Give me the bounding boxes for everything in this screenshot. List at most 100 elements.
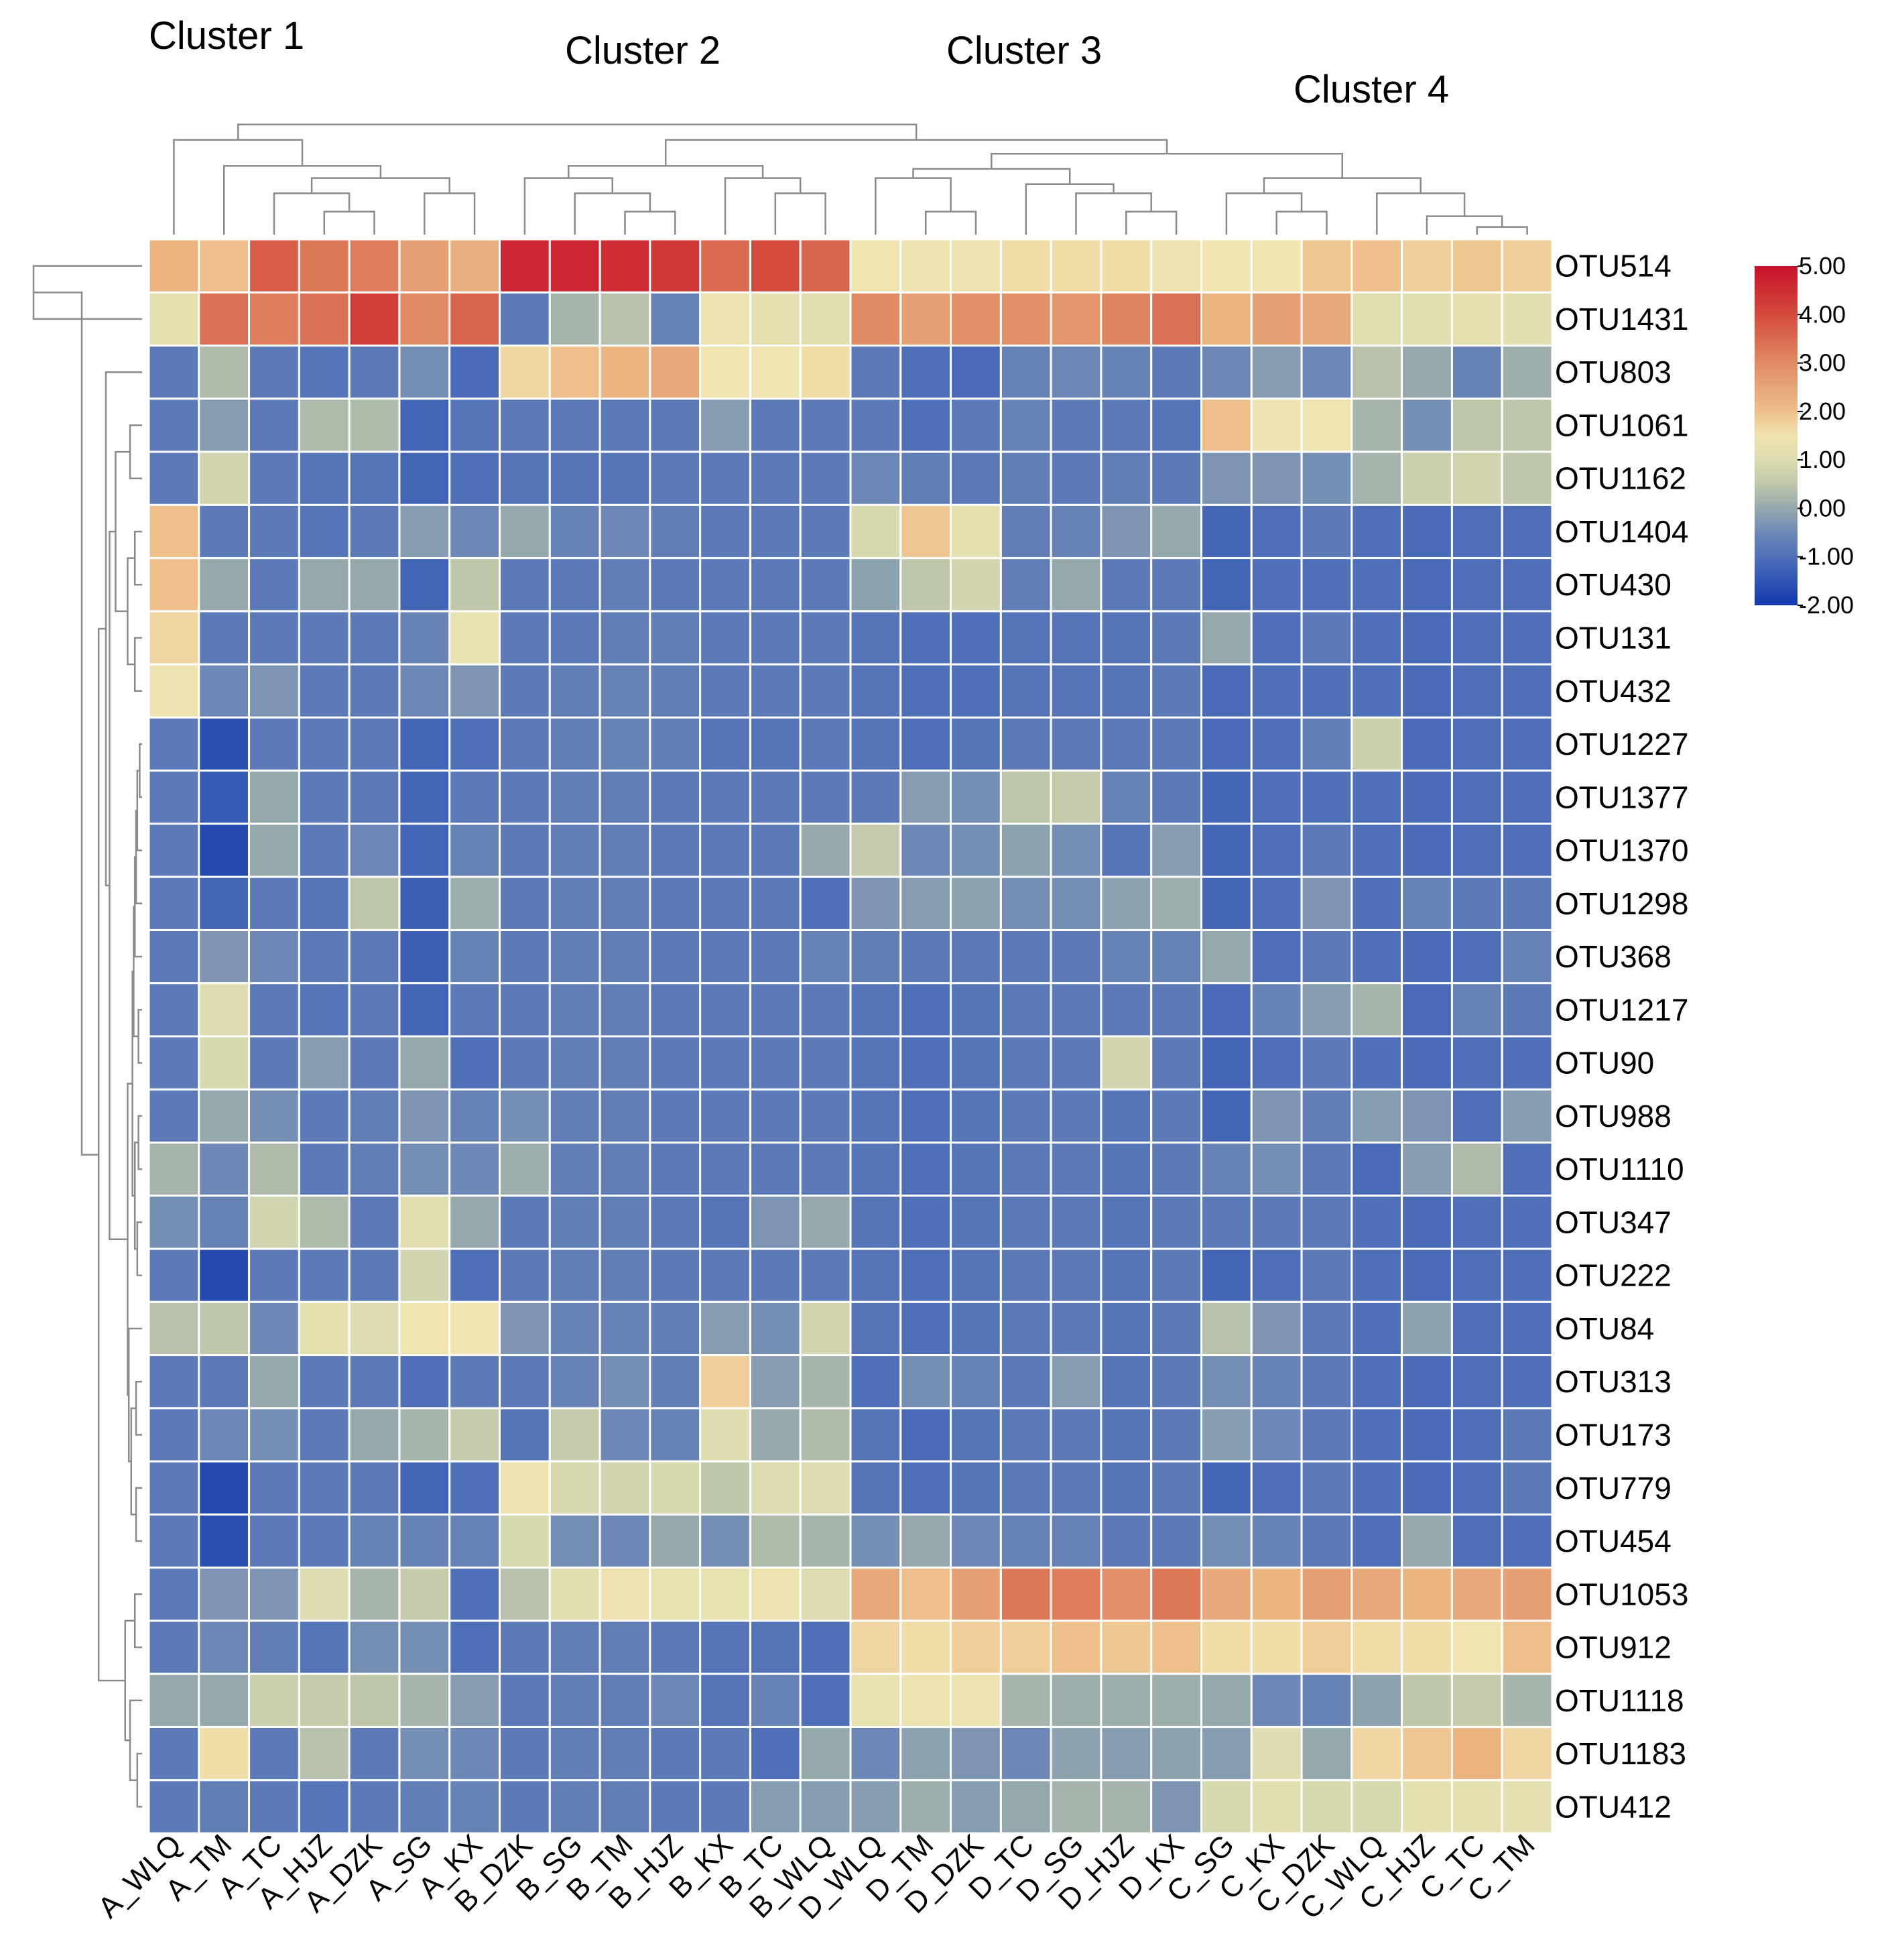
heatmap-cell [198, 238, 251, 294]
heatmap-cell [1150, 1195, 1202, 1250]
dendrogram-branch [237, 123, 918, 140]
heatmap-cell [999, 1619, 1052, 1675]
heatmap-cell [950, 663, 1002, 719]
heatmap-cell [448, 610, 501, 666]
heatmap-cell [649, 1513, 702, 1569]
heatmap-cell [1150, 1407, 1202, 1463]
heatmap-cell [1250, 770, 1303, 825]
heatmap-cell [1250, 238, 1303, 294]
heatmap-cell [548, 238, 601, 294]
heatmap-cell [1200, 610, 1253, 666]
row-label: OTU1298 [1555, 886, 1688, 921]
heatmap-cell [1350, 557, 1403, 613]
heatmap-cell [899, 450, 952, 506]
heatmap-cell [1501, 291, 1554, 347]
heatmap-cell [649, 928, 702, 985]
heatmap-cell [649, 450, 702, 506]
heatmap-cell [298, 397, 351, 453]
heatmap-cell [499, 982, 551, 1038]
heatmap-cell [298, 1725, 351, 1782]
dendrogram-branch [129, 424, 142, 479]
heatmap-cell [950, 397, 1002, 453]
cluster-label-4: Cluster 4 [1294, 68, 1449, 111]
heatmap-cell [398, 1142, 451, 1197]
heatmap-cell [198, 1354, 251, 1410]
heatmap-cell [1501, 1407, 1554, 1463]
heatmap-cell [699, 503, 751, 560]
dendrogram-branch [1376, 192, 1466, 235]
dendrogram-branch [774, 192, 826, 235]
heatmap-cell [999, 397, 1052, 453]
heatmap-cell [348, 770, 401, 825]
heatmap-cell [548, 503, 601, 560]
heatmap-cell [1300, 1725, 1353, 1782]
heatmap-cell [1200, 770, 1253, 825]
heatmap-cell [598, 982, 651, 1038]
heatmap-cell [1200, 1619, 1253, 1675]
heatmap-cell [398, 291, 451, 347]
column-dendrogram [173, 123, 1528, 235]
heatmap-cell [348, 450, 401, 506]
heatmap-cell [649, 875, 702, 931]
dendrogram-branch [624, 210, 676, 235]
heatmap-cell [699, 1300, 751, 1357]
row-label: OTU368 [1555, 939, 1672, 974]
heatmap-cell [298, 503, 351, 560]
heatmap-cell [398, 557, 451, 613]
dendrogram-branch [133, 637, 142, 692]
heatmap-cell [1150, 345, 1202, 400]
heatmap-cell [1200, 982, 1253, 1038]
heatmap-cell [598, 397, 651, 453]
heatmap-cell [699, 663, 751, 719]
colorbar-gradient [1755, 266, 1798, 605]
heatmap-cell [1450, 1779, 1503, 1835]
heatmap-cell [1250, 663, 1303, 719]
heatmap-cell [548, 557, 601, 613]
heatmap-cell [248, 822, 300, 878]
heatmap-cell [999, 450, 1052, 506]
heatmap-cell [248, 557, 300, 613]
heatmap-cell [749, 1460, 802, 1516]
heatmap-cell [1050, 1779, 1102, 1835]
heatmap-cell [749, 1088, 802, 1144]
heatmap-cell [999, 1567, 1052, 1622]
heatmap-cell [950, 1725, 1002, 1782]
row-label: OTU1370 [1555, 833, 1688, 868]
heatmap-cell [799, 928, 852, 985]
heatmap-cell [398, 1672, 451, 1728]
heatmap-cell [348, 1407, 401, 1463]
row-label: OTU131 [1555, 621, 1672, 656]
dendrogram-branch [273, 192, 351, 235]
heatmap-cell [398, 1088, 451, 1144]
heatmap-cell [1200, 1725, 1253, 1782]
row-label: OTU1227 [1555, 727, 1688, 761]
heatmap-cell [598, 822, 651, 878]
heatmap-cell [198, 450, 251, 506]
heatmap-cell [799, 345, 852, 400]
heatmap-cell [999, 1195, 1052, 1250]
heatmap-cell [849, 1195, 902, 1250]
heatmap-cell [348, 1567, 401, 1622]
heatmap-cell [248, 928, 300, 985]
heatmap-cell [499, 238, 551, 294]
heatmap-cell [1401, 1619, 1453, 1675]
heatmap-cell [248, 345, 300, 400]
heatmap-cell [1300, 1195, 1353, 1250]
heatmap-cell [1200, 345, 1253, 400]
heatmap-cell [398, 1407, 451, 1463]
heatmap-cell [1100, 822, 1153, 878]
heatmap-cell [198, 1513, 251, 1569]
dendrogram-branch [523, 177, 614, 235]
heatmap-cell [999, 1354, 1052, 1410]
heatmap-cell [448, 345, 501, 400]
heatmap-cell [348, 1195, 401, 1250]
heatmap-cell [548, 1460, 601, 1516]
heatmap-cell [1100, 875, 1153, 931]
heatmap-cell [699, 928, 751, 985]
heatmap-cell [649, 557, 702, 613]
row-dendrogram [32, 265, 142, 1808]
row-label: OTU1183 [1555, 1736, 1686, 1771]
heatmap-cell [1150, 238, 1202, 294]
heatmap-cell [147, 345, 200, 400]
heatmap-cell [248, 1142, 300, 1197]
